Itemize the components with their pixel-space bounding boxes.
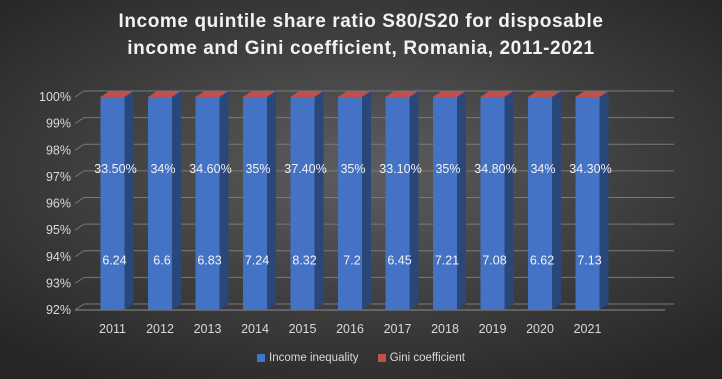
bar-side-income-inequality-2020 bbox=[552, 91, 561, 310]
y-tick-label-5: 97% bbox=[46, 170, 71, 184]
bar-income-inequality-2020 bbox=[528, 97, 552, 310]
legend-item-income-inequality: Income inequality bbox=[257, 352, 359, 364]
bar-income-inequality-2012 bbox=[148, 97, 172, 310]
bar-top-2018 bbox=[433, 91, 466, 97]
x-tick-label-2017: 2017 bbox=[384, 322, 412, 336]
chart-title-line-1: Income quintile share ratio S80/S20 for … bbox=[118, 11, 604, 32]
bar-side-income-inequality-2012 bbox=[172, 91, 181, 310]
gridline-depth-1 bbox=[74, 276, 85, 284]
bar-income-inequality-2011 bbox=[100, 97, 125, 310]
data-label-income-2017: 6.45 bbox=[387, 254, 411, 268]
data-label-income-2011: 6.24 bbox=[102, 254, 126, 268]
bar-top-2012 bbox=[148, 91, 181, 97]
data-label-gini-2011: 33.50% bbox=[94, 162, 136, 176]
bar-income-inequality-2018 bbox=[433, 97, 457, 310]
chart-title-line-2: income and Gini coefficient, Romania, 20… bbox=[127, 38, 595, 59]
legend-swatch-gini-coefficient bbox=[377, 354, 386, 362]
data-label-income-2015: 8.32 bbox=[292, 254, 316, 268]
gridline-depth-6 bbox=[74, 143, 85, 151]
data-label-gini-2012: 34% bbox=[150, 162, 175, 176]
x-tick-label-2015: 2015 bbox=[289, 322, 317, 336]
x-tick-label-2018: 2018 bbox=[431, 322, 459, 336]
bar-side-income-inequality-2019 bbox=[504, 91, 514, 310]
bar-top-2011 bbox=[100, 91, 134, 97]
data-label-income-2020: 6.62 bbox=[530, 254, 554, 268]
x-tick-label-2012: 2012 bbox=[146, 322, 174, 336]
bar-top-2019 bbox=[480, 91, 514, 97]
bar-side-income-inequality-2016 bbox=[362, 91, 371, 310]
x-tick-label-2020: 2020 bbox=[526, 322, 554, 336]
legend-label-gini-coefficient: Gini coefficient bbox=[389, 352, 465, 364]
data-label-gini-2013: 34.60% bbox=[189, 162, 231, 176]
y-tick-label-1: 93% bbox=[46, 276, 71, 290]
bar-side-income-inequality-2011 bbox=[124, 91, 134, 310]
bar-income-inequality-2013 bbox=[195, 97, 220, 310]
data-label-gini-2021: 34.30% bbox=[569, 162, 611, 176]
data-label-gini-2014: 35% bbox=[245, 162, 270, 176]
data-label-income-2021: 7.13 bbox=[577, 254, 601, 268]
data-label-income-2014: 7.24 bbox=[245, 254, 269, 268]
bar-top-2020 bbox=[528, 91, 561, 97]
gridline-depth-8 bbox=[74, 90, 85, 98]
data-label-income-2012: 6.6 bbox=[153, 254, 170, 268]
gridline-depth-3 bbox=[74, 223, 85, 231]
x-tick-label-2021: 2021 bbox=[574, 322, 602, 336]
x-tick-label-2013: 2013 bbox=[194, 322, 222, 336]
bar-side-income-inequality-2014 bbox=[267, 91, 276, 310]
bar-top-2017 bbox=[385, 91, 419, 97]
y-tick-label-2: 94% bbox=[46, 250, 71, 264]
data-label-income-2019: 7.08 bbox=[482, 254, 506, 268]
bar-income-inequality-2015 bbox=[290, 97, 315, 310]
y-tick-label-4: 96% bbox=[46, 197, 71, 211]
bar-top-2013 bbox=[195, 91, 229, 97]
data-label-income-2016: 7.2 bbox=[343, 254, 360, 268]
x-tick-label-2019: 2019 bbox=[479, 322, 507, 336]
gridline-depth-2 bbox=[74, 250, 85, 258]
gridline-depth-4 bbox=[74, 197, 85, 204]
bar-income-inequality-2019 bbox=[480, 97, 505, 310]
bar-top-2021 bbox=[575, 91, 609, 97]
gridline-depth-5 bbox=[74, 170, 85, 178]
data-label-gini-2017: 33.10% bbox=[379, 162, 421, 176]
gridline-depth-0 bbox=[74, 303, 85, 311]
bar-top-2016 bbox=[338, 91, 371, 97]
y-tick-label-8: 100% bbox=[39, 90, 71, 104]
bar-side-income-inequality-2021 bbox=[599, 91, 609, 310]
bar-side-income-inequality-2017 bbox=[409, 91, 419, 310]
x-tick-label-2016: 2016 bbox=[336, 322, 364, 336]
bar-top-2014 bbox=[243, 91, 276, 97]
chart-title: Income quintile share ratio S80/S20 for … bbox=[0, 8, 722, 62]
data-label-gini-2015: 37.40% bbox=[284, 162, 326, 176]
bar-income-inequality-2016 bbox=[338, 97, 362, 310]
data-label-gini-2019: 34.80% bbox=[474, 162, 516, 176]
y-tick-label-6: 98% bbox=[46, 143, 71, 157]
bar-income-inequality-2021 bbox=[575, 97, 600, 310]
bar-top-2015 bbox=[290, 91, 324, 97]
x-tick-label-2011: 2011 bbox=[99, 322, 126, 336]
gridline-depth-7 bbox=[74, 117, 85, 125]
x-tick-label-2014: 2014 bbox=[241, 322, 269, 336]
data-label-gini-2020: 34% bbox=[530, 162, 555, 176]
bar-income-inequality-2017 bbox=[385, 97, 410, 310]
data-label-gini-2018: 35% bbox=[435, 162, 460, 176]
bar-side-income-inequality-2018 bbox=[457, 91, 466, 310]
bar-side-income-inequality-2015 bbox=[314, 91, 324, 310]
bar-income-inequality-2014 bbox=[243, 97, 267, 310]
y-tick-label-7: 99% bbox=[46, 117, 71, 131]
y-tick-label-0: 92% bbox=[46, 303, 71, 317]
y-tick-label-3: 95% bbox=[46, 223, 71, 237]
legend-swatch-income-inequality bbox=[257, 354, 266, 362]
data-label-income-2018: 7.21 bbox=[435, 254, 459, 268]
data-label-income-2013: 6.83 bbox=[197, 254, 221, 268]
legend-item-gini-coefficient: Gini coefficient bbox=[377, 352, 465, 364]
data-label-gini-2016: 35% bbox=[340, 162, 365, 176]
legend: Income inequality Gini coefficient bbox=[0, 352, 722, 365]
legend-label-income-inequality: Income inequality bbox=[269, 352, 359, 364]
bar-side-income-inequality-2013 bbox=[219, 91, 229, 310]
